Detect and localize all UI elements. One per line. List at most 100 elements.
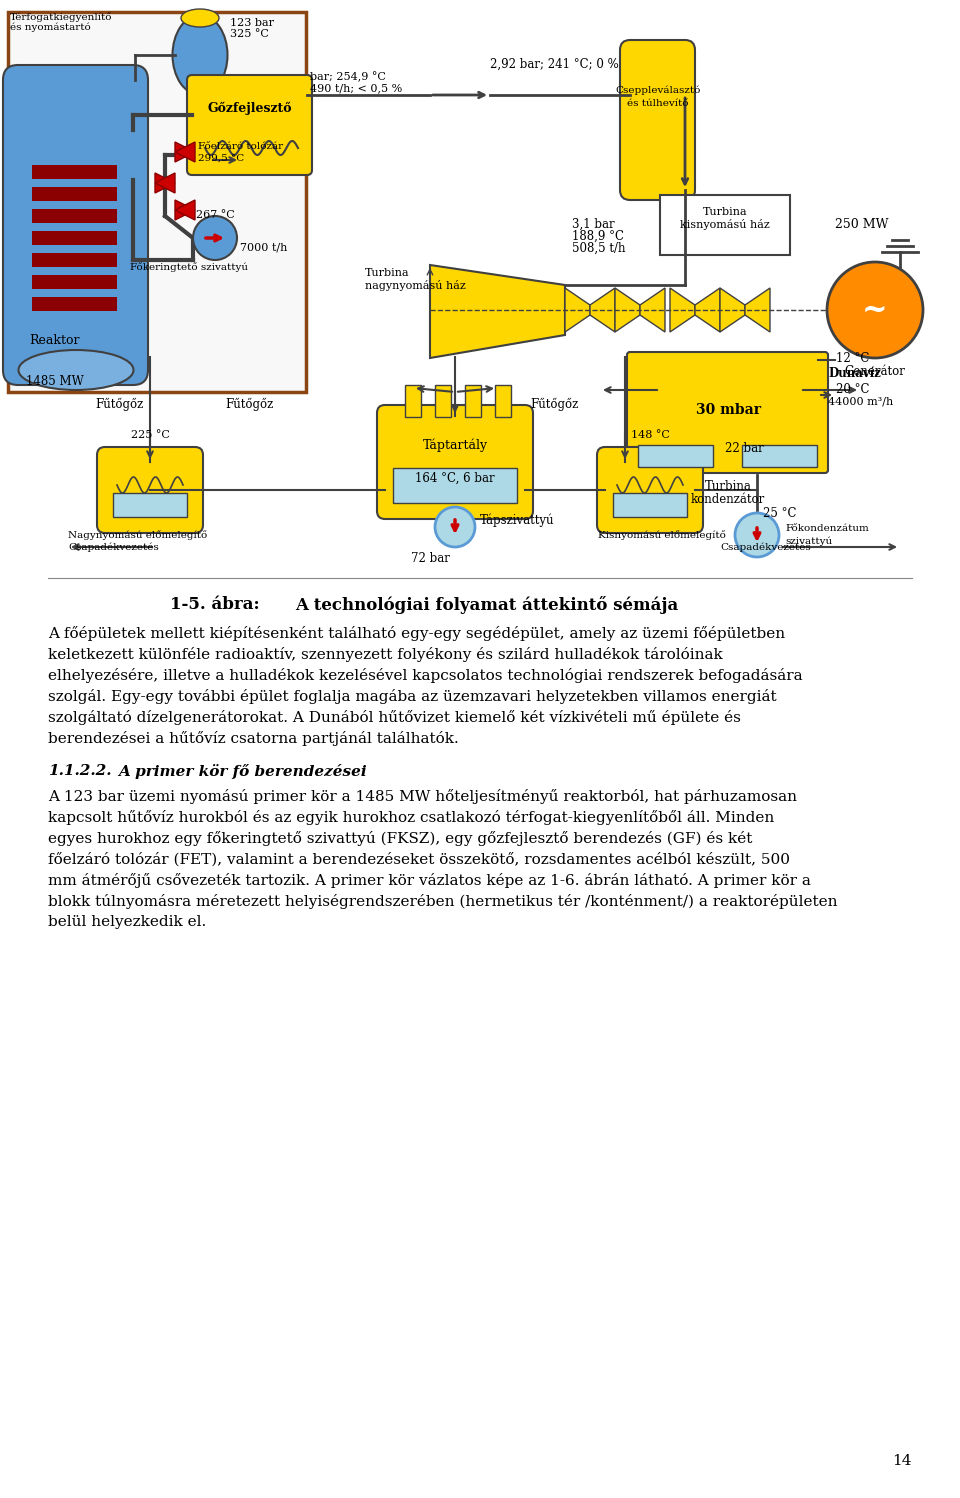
FancyBboxPatch shape [627,352,828,473]
Text: Turbina: Turbina [705,479,752,493]
Text: ~: ~ [862,295,888,325]
Text: 2,92 bar; 241 °C; 0 %: 2,92 bar; 241 °C; 0 % [490,58,619,70]
Bar [32,165,117,178]
Text: 44000 m³/h: 44000 m³/h [828,395,893,406]
Circle shape [735,512,779,557]
Text: szolgál. Egy-egy további épület foglalja magába az üzemzavari helyzetekben villa: szolgál. Egy-egy további épület foglalja… [48,689,777,704]
Bar [32,210,117,223]
Bar [113,493,187,517]
Bar [32,231,117,246]
Text: 148 °C: 148 °C [631,430,669,440]
Circle shape [435,506,475,547]
Text: és túlhevítő: és túlhevítő [627,99,688,108]
Polygon shape [155,172,175,193]
Bar [393,467,517,503]
Text: 30 mbar: 30 mbar [695,403,760,416]
Text: 299,5 °C: 299,5 °C [198,154,244,163]
Text: Fűtőgőz: Fűtőgőz [225,398,274,410]
Polygon shape [615,288,640,333]
Polygon shape [175,201,195,220]
Text: Fűtőgőz: Fűtőgőz [95,398,143,410]
Text: 123 bar: 123 bar [230,18,274,28]
FancyBboxPatch shape [620,40,695,201]
Text: A főépületek mellett kiépítésenként található egy-egy segédépület, amely az üzem: A főépületek mellett kiépítésenként talá… [48,626,785,641]
Text: egyes hurokhoz egy főkeringtető szivattyú (FKSZ), egy gőzfejlesztő berendezés (G: egyes hurokhoz egy főkeringtető szivatty… [48,831,753,846]
FancyBboxPatch shape [597,446,703,533]
Circle shape [193,216,237,261]
Polygon shape [720,288,745,333]
Text: kapcsolt hűtővíz hurokból és az egyik hurokhoz csatlakozó térfogat-kiegyenlítőbő: kapcsolt hűtővíz hurokból és az egyik hu… [48,810,775,825]
Text: 225 °C: 225 °C [131,430,169,440]
Text: 490 t/h; < 0,5 %: 490 t/h; < 0,5 % [310,82,402,93]
Ellipse shape [173,15,228,94]
Text: 72 bar: 72 bar [411,551,449,565]
Text: elhelyezésére, illetve a hulladékok kezelésével kapcsolatos technológiai rendsze: elhelyezésére, illetve a hulladékok keze… [48,668,803,683]
Text: Térfogatkiegyenlítő: Térfogatkiegyenlítő [10,12,112,21]
Polygon shape [670,288,695,333]
Text: Fűtőgőz: Fűtőgőz [530,398,578,410]
Text: Táptartály: Táptartály [422,439,488,452]
Text: Gőzfejlesztő: Gőzfejlesztő [207,102,292,114]
FancyBboxPatch shape [97,446,203,533]
Bar [742,445,817,467]
Text: 22 bar: 22 bar [725,442,764,455]
Text: Főelzáró tolózár: Főelzáró tolózár [198,142,283,151]
Polygon shape [590,288,615,333]
Text: 267 °C: 267 °C [196,210,234,220]
Bar [32,187,117,201]
Text: Turbina: Turbina [365,268,410,279]
Bar [613,493,687,517]
Text: 12 °C: 12 °C [836,352,870,366]
Text: bar; 254,9 °C: bar; 254,9 °C [310,72,386,82]
Ellipse shape [181,9,219,27]
FancyBboxPatch shape [377,404,533,518]
Text: Generátor: Generátor [845,366,905,377]
Text: Kisnyomású előmelegítő: Kisnyomású előmelegítő [598,530,726,539]
Text: 20 °C: 20 °C [836,383,870,395]
Text: kondenzátor: kondenzátor [691,493,765,506]
Bar [32,297,117,312]
Polygon shape [175,142,195,162]
Text: főelzáró tolózár (FET), valamint a berendezéseket összekötő, rozsdamentes acélbó: főelzáró tolózár (FET), valamint a beren… [48,852,790,866]
Polygon shape [695,288,720,333]
Text: 1-5. ábra:: 1-5. ábra: [170,596,259,613]
Text: Főkondenzátum: Főkondenzátum [785,524,869,533]
Text: Turbina: Turbina [703,207,747,217]
Text: Reaktor: Reaktor [30,334,81,346]
Text: Főkeringtető szivattyú: Főkeringtető szivattyú [130,262,248,271]
Text: 25 °C: 25 °C [763,506,797,520]
Text: és nyomástartó: és nyomástartó [10,22,91,33]
Text: Tápszivattyú: Tápszivattyú [480,514,555,527]
Circle shape [827,262,923,358]
Text: 14: 14 [893,1455,912,1468]
FancyBboxPatch shape [3,64,148,385]
Text: belül helyezkedik el.: belül helyezkedik el. [48,915,206,929]
Bar [435,385,451,416]
Text: blokk túlnyomásra méretezett helyiségrendszerében (hermetikus tér /konténment/) : blokk túlnyomásra méretezett helyiségren… [48,894,837,909]
Polygon shape [565,288,590,333]
Polygon shape [155,172,175,193]
FancyBboxPatch shape [8,12,306,392]
Text: 3,1 bar: 3,1 bar [572,219,614,231]
Text: 164 °C, 6 bar: 164 °C, 6 bar [415,472,494,484]
Polygon shape [175,201,195,220]
Text: nagynyomású ház: nagynyomású ház [365,280,466,291]
Text: A 123 bar üzemi nyomású primer kör a 1485 MW hőteljesítményű reaktorból, hat pár: A 123 bar üzemi nyomású primer kör a 148… [48,789,797,804]
Text: 325 °C: 325 °C [230,28,269,39]
Text: 250 MW: 250 MW [835,219,889,231]
Text: A technológiai folyamat áttekintő sémája: A technológiai folyamat áttekintő sémája [295,596,679,614]
Text: Cseppleválasztó: Cseppleválasztó [615,85,701,94]
Polygon shape [175,142,195,162]
Text: A primer kör fő berendezései: A primer kör fő berendezései [118,764,367,779]
FancyBboxPatch shape [187,75,312,175]
Text: 508,5 t/h: 508,5 t/h [572,243,626,255]
Text: Dunavíz: Dunavíz [828,367,880,380]
Text: Csapadékvezetés: Csapadékvezetés [720,542,811,553]
Text: 1485 MW: 1485 MW [26,374,84,388]
Ellipse shape [18,351,133,389]
Text: kisnyomású ház: kisnyomású ház [680,219,770,231]
Text: 7000 t/h: 7000 t/h [240,243,287,253]
Bar [660,195,790,255]
Bar [405,385,421,416]
Text: Csapadékvezetés: Csapadékvezetés [68,542,158,553]
